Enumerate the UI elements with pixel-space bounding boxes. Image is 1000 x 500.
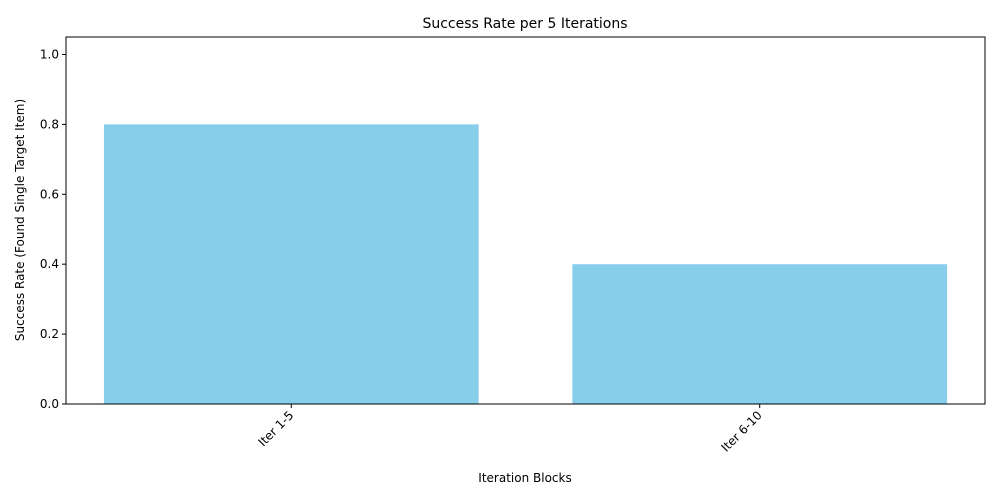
y-tick-label: 0.8 [40,117,59,131]
plot-frame [65,36,986,405]
x-axis-ticks: Iter 1-5 Iter 6-10 [255,404,765,455]
y-axis-label: Success Rate (Found Single Target Item) [13,99,27,341]
y-tick-label: 0.6 [40,187,59,201]
y-tick-label: 0.2 [40,327,59,341]
x-tick-label: Iter 6-10 [718,408,764,454]
chart-title: Success Rate per 5 Iterations [422,16,627,32]
y-tick-label: 1.0 [40,47,59,61]
x-tick-label: Iter 1-5 [255,408,296,449]
bars-group [103,124,948,404]
x-axis-label: Iteration Blocks [478,471,571,485]
bar-1 [103,124,479,404]
y-axis-ticks: 0.0 0.2 0.4 0.6 0.8 1.0 [40,47,66,411]
y-tick-label: 0.0 [40,397,59,411]
bar-2 [572,264,948,404]
y-tick-label: 0.4 [40,257,59,271]
